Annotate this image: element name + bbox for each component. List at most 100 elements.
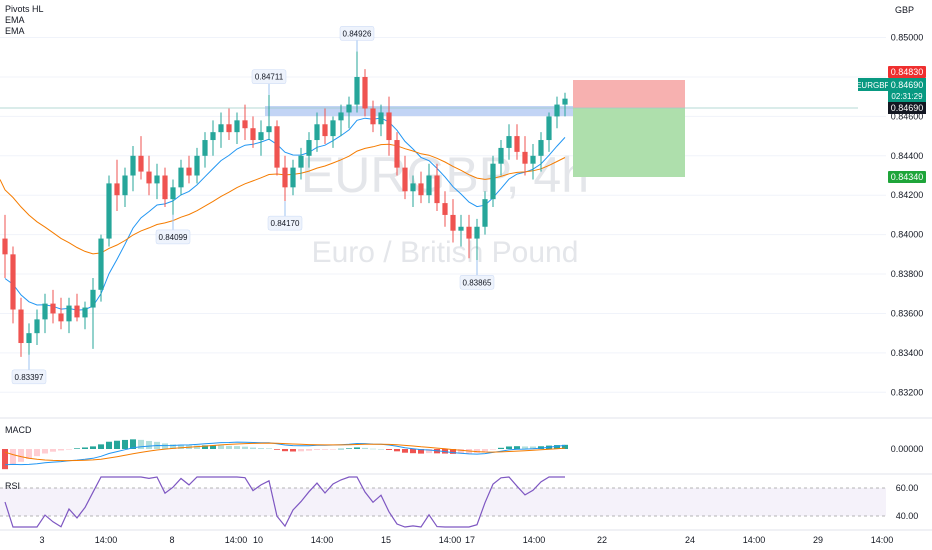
macd-bar — [306, 449, 312, 451]
macd-bar — [194, 445, 200, 449]
macd-bar — [218, 445, 224, 449]
candle-body — [26, 333, 32, 344]
candle-body — [434, 175, 440, 204]
svg-text:0.84690: 0.84690 — [891, 103, 924, 113]
price-axis[interactable]: 0.850000.848000.846000.844000.842000.840… — [891, 33, 924, 521]
candle-body — [74, 305, 80, 318]
macd-bar — [66, 449, 72, 450]
macd-bar — [410, 449, 416, 454]
candle-body — [250, 128, 256, 141]
candle-body — [482, 199, 488, 227]
candle-body — [522, 151, 528, 164]
symbol-price-tag: EURGBP 0.84690 02:31:29 — [856, 78, 926, 102]
candle-body — [194, 155, 200, 176]
rsi-tick: 40.00 — [896, 511, 919, 521]
svg-text:0.84340: 0.84340 — [891, 172, 924, 182]
pivot-label: 0.83397 — [15, 373, 44, 382]
candle-body — [98, 238, 104, 290]
pivot-label: 0.83865 — [463, 278, 492, 287]
indicator-pivots[interactable]: Pivots HL — [5, 4, 44, 14]
macd-bar — [26, 449, 32, 459]
pivot-box — [155, 229, 191, 245]
price-tick: 0.84600 — [891, 111, 924, 121]
candle-body — [178, 167, 184, 188]
candle-body — [450, 214, 456, 231]
macd-bar — [82, 447, 88, 449]
macd-bar — [74, 448, 80, 449]
macd-bar — [2, 449, 8, 470]
time-axis[interactable]: 3 14:00 8 14:00 10 14:00 15 14:00 17 14:00 22 24 14:… — [39, 535, 893, 545]
macd-bar — [266, 448, 272, 449]
time-tick: 15 — [381, 535, 391, 545]
macd-bar — [338, 448, 344, 450]
resistance-zone[interactable] — [265, 106, 575, 116]
candle-body — [338, 112, 344, 121]
target-price-tag: 0.84830 — [888, 66, 926, 78]
candle-body — [50, 303, 56, 314]
macd-bar — [34, 449, 40, 457]
indicator-ema-1[interactable]: EMA — [5, 15, 25, 25]
time-tick: 8 — [169, 535, 174, 545]
macd-bar — [450, 449, 456, 454]
candle-body — [90, 289, 96, 308]
macd-bar — [506, 446, 512, 449]
candle-body — [322, 124, 328, 137]
candle-body — [258, 132, 264, 141]
macd-bar — [274, 449, 280, 450]
macd-bar — [258, 448, 264, 449]
candle-body — [266, 126, 272, 133]
candle-body — [410, 183, 416, 192]
candle-body — [378, 112, 384, 125]
candle-body — [314, 124, 320, 141]
time-tick: 22 — [597, 535, 607, 545]
stop-zone[interactable] — [573, 108, 685, 177]
candle-body — [562, 98, 568, 105]
macd-pane — [2, 439, 568, 470]
candle-body — [394, 140, 400, 168]
price-tick: 0.84200 — [891, 190, 924, 200]
macd-bar — [458, 449, 464, 454]
pivot-box — [251, 69, 287, 84]
macd-bar — [530, 446, 536, 449]
candle-body — [402, 167, 408, 192]
time-tick: 14:00 — [311, 535, 334, 545]
indicator-ema-2[interactable]: EMA — [5, 26, 25, 36]
price-tick: 0.84000 — [891, 230, 924, 240]
macd-bar — [242, 446, 248, 449]
candle-body — [18, 309, 24, 344]
pivot-labels: 0.83397 0.84099 0.84711 0.84170 0.84926 0.838… — [11, 26, 495, 385]
pivot-label: 0.84099 — [159, 233, 188, 242]
svg-text:0.84690: 0.84690 — [891, 80, 924, 90]
candle-body — [186, 167, 192, 176]
candle-body — [202, 140, 208, 156]
price-tick: 0.85000 — [891, 33, 924, 43]
price-tick: 0.83800 — [891, 269, 924, 279]
rsi-label: RSI — [5, 481, 20, 491]
pivot-box — [339, 26, 375, 41]
candle-body — [106, 183, 112, 239]
time-tick: 14:00 — [439, 535, 462, 545]
candle-body — [66, 305, 72, 322]
candle-body — [218, 124, 224, 133]
macd-bar — [426, 449, 432, 454]
macd-bar — [378, 448, 384, 450]
time-tick: 29 — [813, 535, 823, 545]
ema-slow-line — [0, 143, 566, 255]
pivot-box — [267, 215, 303, 231]
macd-bar — [386, 449, 392, 450]
target-zone[interactable] — [573, 80, 685, 108]
rsi-band — [0, 488, 886, 516]
currency-label: GBP — [895, 5, 914, 15]
candle-body — [330, 120, 336, 137]
svg-text:0.84830: 0.84830 — [891, 67, 924, 77]
macd-line — [4, 441, 566, 466]
macd-bar — [226, 445, 232, 449]
pivot-box — [459, 275, 495, 290]
macd-bar — [482, 449, 488, 452]
svg-text:02:31:29: 02:31:29 — [891, 92, 923, 101]
macd-bar — [122, 439, 128, 449]
candle-body — [154, 175, 160, 184]
candle-body — [146, 171, 152, 184]
candle-body — [370, 108, 376, 125]
